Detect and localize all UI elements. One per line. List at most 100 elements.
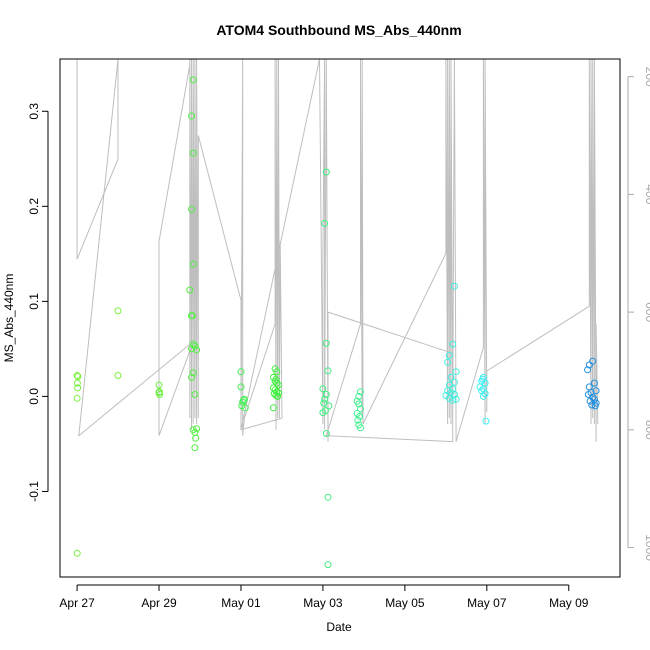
data-point <box>189 340 197 348</box>
y-tick-label: 0.3 <box>27 103 41 120</box>
data-point <box>189 260 197 268</box>
data-point <box>237 383 245 391</box>
data-point <box>321 395 329 403</box>
data-point <box>237 368 245 376</box>
data-point <box>479 385 487 393</box>
data-point <box>189 149 197 157</box>
x-tick-label: May 03 <box>303 596 343 610</box>
y-axis-label: MS_Abs_440nm <box>2 274 16 363</box>
data-point <box>73 379 81 387</box>
x-tick-label: Apr 27 <box>59 596 95 610</box>
data-point <box>591 402 599 410</box>
data-point <box>325 402 333 410</box>
data-point <box>357 424 364 432</box>
y-tick-label: 0.2 <box>27 198 41 215</box>
y2-tick-label: 800 <box>643 420 650 440</box>
data-point <box>357 405 364 413</box>
data-point <box>273 379 281 387</box>
data-point <box>114 372 122 379</box>
data-point <box>449 340 457 348</box>
data-point <box>356 412 364 420</box>
data-point <box>191 444 199 452</box>
depth-series-line <box>76 58 599 443</box>
data-point <box>355 392 363 400</box>
data-point <box>274 392 282 400</box>
data-point <box>114 307 122 315</box>
data-point <box>272 375 280 383</box>
data-point <box>322 430 330 437</box>
data-point <box>74 384 82 392</box>
x-axis: Apr 27 Apr 29 May 01 May 03 May 05 May 07 May … <box>59 584 589 610</box>
data-point <box>590 395 598 403</box>
data-point <box>482 417 490 425</box>
data-point <box>186 286 194 294</box>
x-tick-label: May 07 <box>467 596 507 610</box>
y2-tick-label: 200 <box>643 67 650 87</box>
chart-title: ATOM4 Southbound MS_Abs_440nm <box>216 22 461 38</box>
data-point <box>590 379 598 387</box>
x-tick-label: May 09 <box>549 596 589 610</box>
y-tick-label: 0.1 <box>27 293 41 310</box>
data-point <box>321 219 329 227</box>
x-tick-label: May 01 <box>221 596 261 610</box>
data-point <box>73 549 81 557</box>
y2-axis: 200 400 600 800 1000 <box>627 67 650 561</box>
data-point <box>449 396 457 404</box>
data-point <box>445 394 453 402</box>
data-point <box>193 346 201 354</box>
y-axis: -0.1 0.0 0.1 0.2 0.3 <box>27 103 49 502</box>
data-point <box>319 409 327 417</box>
data-point <box>73 394 81 402</box>
data-point <box>155 389 163 397</box>
data-point <box>586 397 594 405</box>
data-point <box>588 401 596 409</box>
data-point <box>189 76 197 84</box>
data-point <box>354 416 362 424</box>
data-point <box>450 282 458 290</box>
data-point <box>193 425 201 433</box>
data-point <box>444 387 452 395</box>
y2-tick-label: 600 <box>643 302 650 322</box>
data-point <box>191 391 199 398</box>
scatter-point-layer <box>73 76 600 569</box>
y2-tick-label: 1000 <box>643 534 650 561</box>
data-point <box>241 404 249 412</box>
data-point <box>585 361 593 369</box>
data-point <box>191 342 199 350</box>
data-point <box>74 373 82 380</box>
data-point <box>322 168 330 176</box>
data-point <box>447 373 455 381</box>
data-point <box>452 395 460 403</box>
data-point <box>240 396 247 404</box>
plot-frame <box>59 58 621 578</box>
data-point <box>444 358 452 366</box>
data-point <box>452 368 460 376</box>
depth-line-layer <box>76 58 599 443</box>
data-point <box>275 381 282 389</box>
data-point <box>592 399 600 407</box>
y2-tick-label: 400 <box>643 184 650 204</box>
data-point <box>188 312 196 320</box>
data-point <box>188 205 195 213</box>
data-point <box>324 493 332 501</box>
data-point <box>322 391 330 398</box>
data-point <box>445 352 453 359</box>
x-tick-label: Apr 29 <box>141 596 177 610</box>
data-point <box>357 388 364 396</box>
data-point <box>476 383 484 391</box>
data-point <box>355 400 363 408</box>
data-point <box>269 404 277 412</box>
y-tick-label: 0.0 <box>27 388 41 405</box>
data-point <box>189 369 197 377</box>
x-tick-label: May 05 <box>385 596 425 610</box>
data-point <box>319 385 327 393</box>
data-point <box>584 366 592 374</box>
data-point <box>188 373 195 381</box>
data-point <box>324 561 332 569</box>
data-point <box>273 368 281 376</box>
x-axis-label: Date <box>326 620 352 634</box>
y-tick-label: -0.1 <box>27 481 41 502</box>
data-point <box>188 112 195 120</box>
data-point <box>479 375 487 383</box>
data-point <box>192 434 200 442</box>
